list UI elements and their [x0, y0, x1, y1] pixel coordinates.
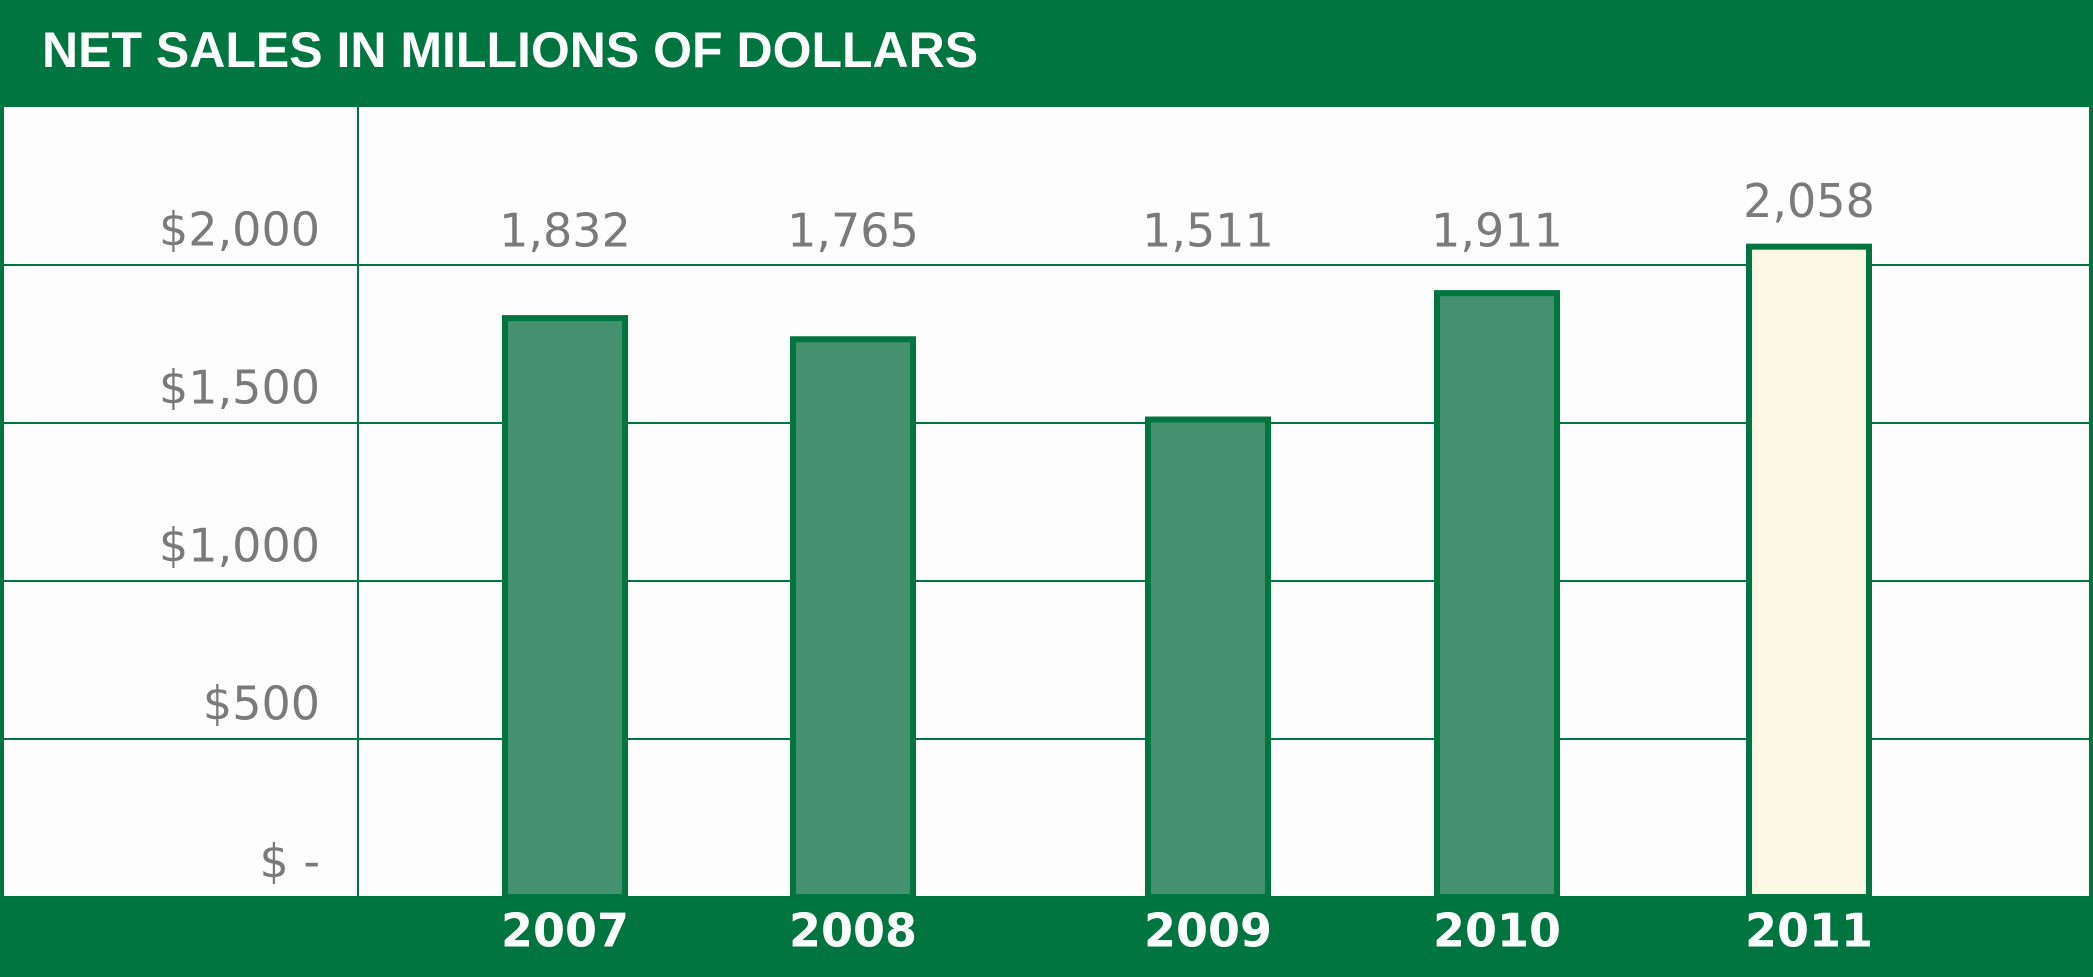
y-tick-label: $ -: [260, 835, 321, 889]
value-label: 2,058: [1743, 174, 1875, 228]
x-tick-label: 2010: [1433, 904, 1561, 958]
y-tick-label: $2,000: [159, 203, 320, 257]
value-label: 1,832: [499, 204, 631, 258]
chart-title: NET SALES IN MILLIONS OF DOLLARS: [42, 22, 978, 78]
y-tick-label: $500: [203, 677, 320, 731]
x-tick-label: 2007: [501, 904, 629, 958]
bar: [1746, 243, 1872, 900]
value-label: 1,765: [787, 204, 919, 258]
y-tick-label: $1,500: [159, 361, 320, 415]
bar: [790, 336, 916, 900]
x-tick-label: 2008: [789, 904, 917, 958]
plot-area: [4, 107, 2089, 897]
value-label: 1,911: [1431, 204, 1563, 258]
y-tick-label: $1,000: [159, 519, 320, 573]
value-label: 1,511: [1142, 204, 1274, 258]
bar: [1145, 416, 1271, 900]
bar: [502, 315, 628, 900]
bar: [1434, 290, 1560, 900]
x-tick-label: 2009: [1144, 904, 1272, 958]
x-tick-label: 2011: [1745, 904, 1873, 958]
